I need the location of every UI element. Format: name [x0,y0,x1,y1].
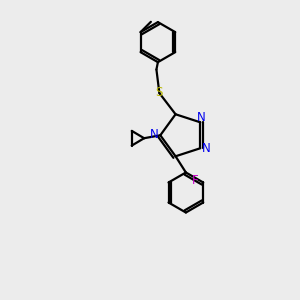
Text: S: S [155,86,163,99]
Text: N: N [197,111,206,124]
Text: N: N [202,142,211,155]
Text: F: F [192,174,198,187]
Text: N: N [149,128,158,141]
